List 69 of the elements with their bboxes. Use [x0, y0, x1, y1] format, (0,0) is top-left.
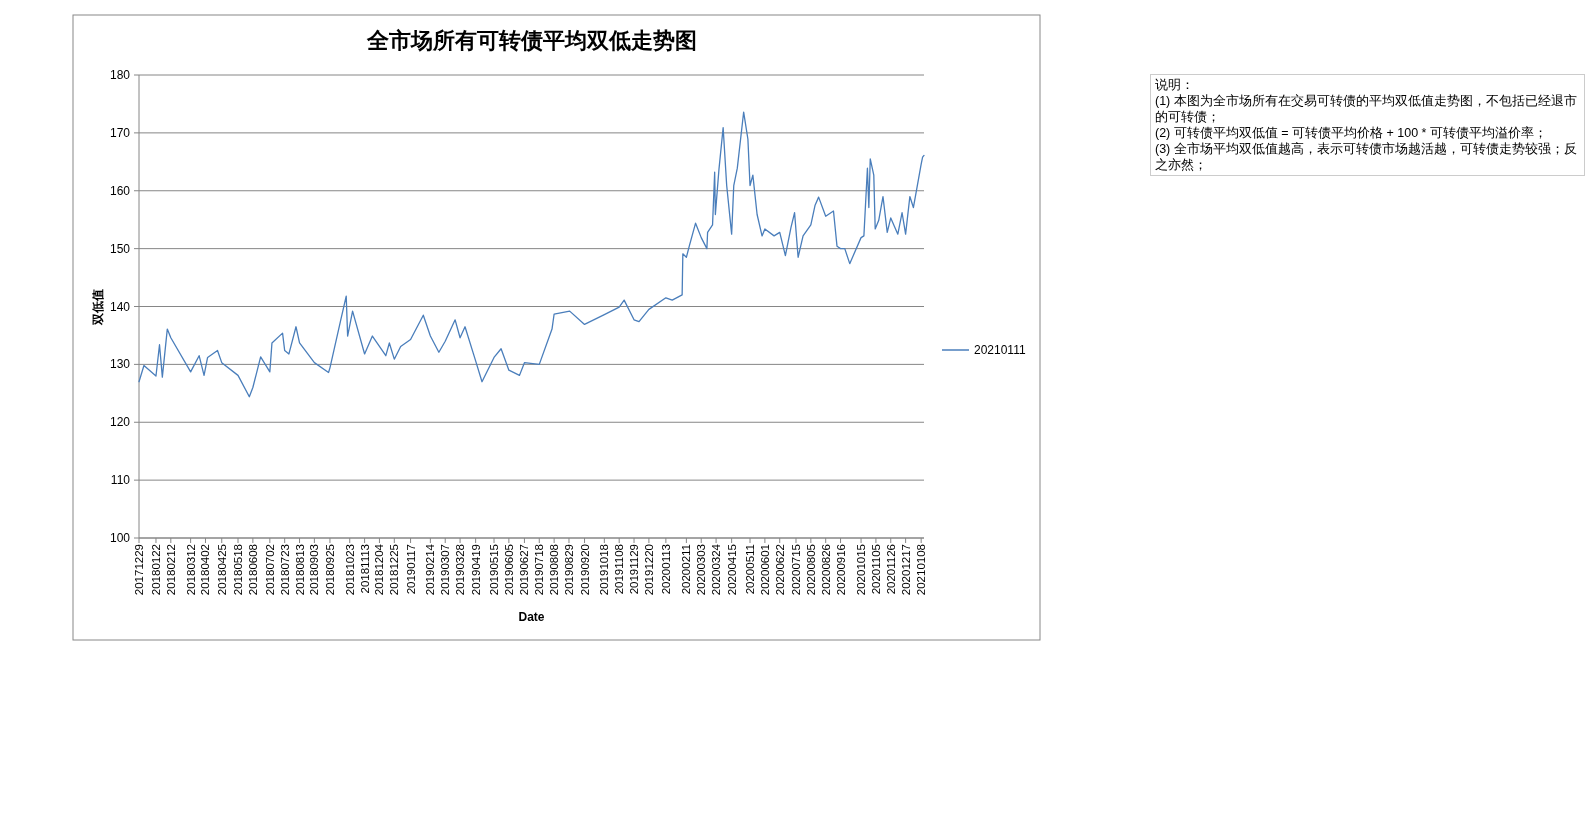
x-tick-label: 20180312 — [184, 544, 197, 596]
x-tick-label: 20191220 — [642, 544, 655, 596]
x-tick-label: 20190829 — [562, 544, 575, 596]
x-tick-label: 20200511 — [744, 544, 757, 595]
x-tick-label: 20180723 — [278, 544, 291, 596]
x-tick-label: 20180518 — [232, 544, 245, 596]
x-tick-label: 20200415 — [725, 544, 738, 596]
chart-title: 全市场所有可转债平均双低走势图 — [365, 28, 697, 53]
x-tick-label: 20190515 — [488, 544, 501, 596]
x-tick-label: 20180903 — [308, 544, 321, 596]
x-tick-label: 20180813 — [293, 544, 306, 596]
x-tick-label: 20180702 — [263, 544, 276, 596]
y-tick-label: 110 — [110, 473, 131, 488]
x-tick-label: 20200303 — [695, 544, 708, 596]
y-tick-label: 150 — [109, 241, 131, 256]
x-tick-label: 20190920 — [578, 544, 591, 596]
y-tick-label: 120 — [109, 415, 131, 430]
text: (1) 本图为全市场所有在交易可转债的平均双低值走势图，不包括已经退市的可转债； — [1155, 93, 1578, 125]
text: (2) 可转债平均双低值 = 可转债平均价格 + 100 * 可转债平均溢价率； — [1155, 125, 1548, 141]
x-tick-label: 20190117 — [404, 544, 417, 595]
x-tick-label: 20201217 — [899, 544, 912, 596]
x-tick-label: 20190718 — [533, 544, 546, 596]
legend-label: 20210111 — [974, 343, 1026, 357]
yaxis: 100 110 120 130 140 150 160 170 180 — [109, 68, 925, 545]
x-tick-label: 20180122 — [149, 544, 162, 596]
x-tick-label: 20180425 — [215, 544, 228, 596]
x-tick-label: 20190307 — [439, 544, 452, 596]
y-tick-label: 180 — [109, 68, 131, 82]
x-tick-label: 20190328 — [454, 544, 467, 596]
x-tick-label: 20190214 — [424, 543, 437, 596]
x-tick-label: 20181204 — [373, 543, 386, 596]
x-tick-label: 20180608 — [246, 544, 259, 596]
y-tick-label: 140 — [109, 299, 131, 314]
x-tick-label: 20181023 — [343, 544, 356, 596]
y-tick-label: 170 — [109, 125, 131, 140]
x-tick-label: 20201105 — [869, 544, 882, 595]
y-tick-label: 130 — [109, 357, 131, 372]
x-tick-label: 20191108 — [613, 544, 626, 595]
y-tick-label: 100 — [109, 531, 131, 545]
x-tick-label: 20200113 — [659, 544, 672, 595]
x-tick-label: 20200324 — [710, 543, 723, 596]
x-tick-label: 20191018 — [598, 544, 611, 596]
x-tick-label: 20180212 — [164, 544, 177, 596]
x-tick-label: 20200622 — [773, 544, 786, 596]
x-tick-label: 20190605 — [502, 544, 515, 596]
x-tick-label: 20210108 — [915, 544, 928, 596]
x-tick-label: 20180402 — [199, 544, 212, 596]
legend: 20210111 — [941, 343, 1026, 357]
x-tick-label: 20181225 — [388, 544, 401, 596]
x-tick-label: 20200916 — [834, 544, 847, 596]
x-tick-label: 20171229 — [133, 544, 145, 596]
text: 说明： — [1155, 77, 1195, 93]
x-tick-label: 20200601 — [758, 544, 771, 596]
text: (3) 全市场平均双低值越高，表示可转债市场越活越，可转债走势较强；反之亦然； — [1155, 141, 1578, 173]
x-tick-label: 20190419 — [469, 544, 482, 596]
x-tick-label: 20190627 — [518, 544, 531, 596]
x-tick-label: 20190808 — [548, 544, 561, 596]
y-tick-label: 160 — [109, 183, 131, 198]
x-tick-label: 20200715 — [790, 544, 802, 596]
y-axis-title: 双低值 — [91, 288, 105, 326]
x-tick-label: 20180925 — [323, 544, 336, 596]
x-tick-label: 20200805 — [804, 544, 817, 596]
x-tick-label: 20181113 — [358, 544, 371, 594]
x-tick-label: 20191129 — [628, 544, 641, 595]
x-tick-label: 20201015 — [855, 544, 868, 596]
x-tick-label: 20201126 — [884, 544, 897, 595]
x-axis-title: Date — [518, 610, 545, 624]
x-tick-label: 20200826 — [819, 544, 832, 596]
x-tick-label: 20200211 — [680, 544, 693, 595]
